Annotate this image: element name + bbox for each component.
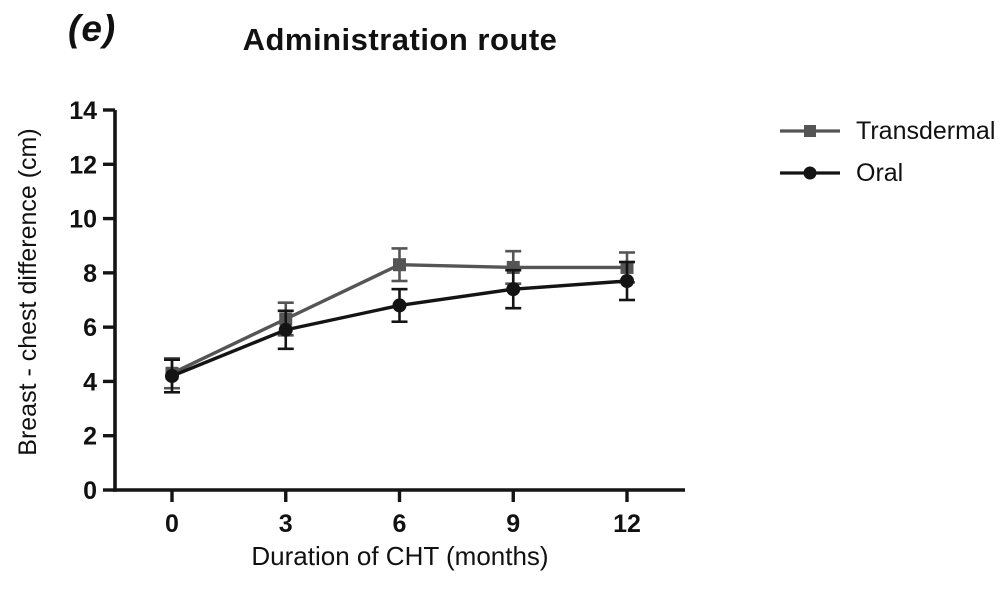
y-axis-label: Breast - chest difference (cm) xyxy=(14,128,42,456)
data-point-circle xyxy=(506,282,521,297)
data-point-circle xyxy=(392,298,407,313)
axes: 0 2 4 6 8 10 12 14 0 3 6 9 12 xyxy=(69,97,685,538)
legend-item-transdermal: Transdermal xyxy=(778,110,995,152)
panel-label: (e) xyxy=(68,8,117,49)
data-point-circle xyxy=(165,369,179,383)
legend-item-oral: Oral xyxy=(778,152,995,194)
legend-item-label: Transdermal xyxy=(856,116,996,145)
y-tick-label: 2 xyxy=(83,423,97,451)
series-oral xyxy=(164,260,635,394)
x-tick-label: 12 xyxy=(613,510,641,538)
y-tick-label: 8 xyxy=(83,260,97,288)
chart-title: Administration route xyxy=(242,22,558,57)
data-point-circle xyxy=(278,322,293,337)
data-point-square xyxy=(393,258,406,272)
x-tick-label: 0 xyxy=(165,510,179,538)
y-tick-label: 10 xyxy=(69,206,97,234)
data-point-circle xyxy=(620,274,634,288)
legend-item-label: Oral xyxy=(856,158,904,187)
x-tick-label: 6 xyxy=(393,510,407,538)
y-tick-label: 12 xyxy=(69,151,97,179)
y-tick-label: 6 xyxy=(83,314,97,342)
y-tick-label: 14 xyxy=(69,97,97,125)
x-axis-label: Duration of CHT (months) xyxy=(251,541,549,571)
legend-marker-circle-icon xyxy=(780,166,840,180)
x-tick-label: 9 xyxy=(506,510,520,538)
y-tick-label: 0 xyxy=(83,477,97,505)
x-tick-label: 3 xyxy=(279,510,293,538)
legend: Transdermal Oral xyxy=(778,110,995,194)
y-tick-label: 4 xyxy=(83,368,97,396)
legend-marker-square-icon xyxy=(780,125,840,137)
